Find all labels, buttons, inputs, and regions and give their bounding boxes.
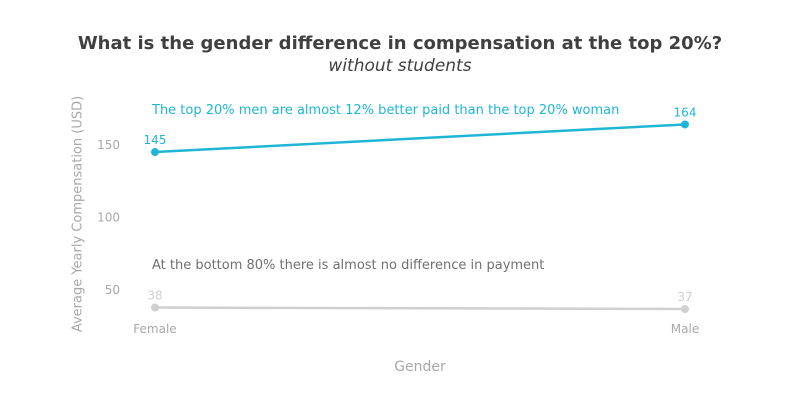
annotation-top-20: The top 20% men are almost 12% better pa… [152,103,620,118]
y-tick-label: 150 [97,138,120,152]
annotation-bottom-80: At the bottom 80% there is almost no dif… [152,258,545,273]
data-label: 37 [677,290,692,304]
data-point [151,148,159,157]
data-label: 164 [674,105,697,119]
chart-title: What is the gender difference in compens… [77,33,723,54]
x-tick-label: Female [133,322,176,336]
y-tick-label: 50 [105,283,120,297]
series-line [154,123,686,154]
data-point [681,120,689,129]
data-point [151,303,159,312]
chart-subtitle: without students [328,56,472,76]
series-line [154,306,686,311]
data-point [681,305,689,314]
data-label: 145 [144,133,167,147]
x-tick-label: Male [671,322,699,336]
y-tick-label: 100 [97,210,120,224]
x-axis-label: Gender [394,359,446,375]
y-axis-label: Average Yearly Compensation (USD) [70,95,86,333]
data-label: 38 [147,289,162,303]
